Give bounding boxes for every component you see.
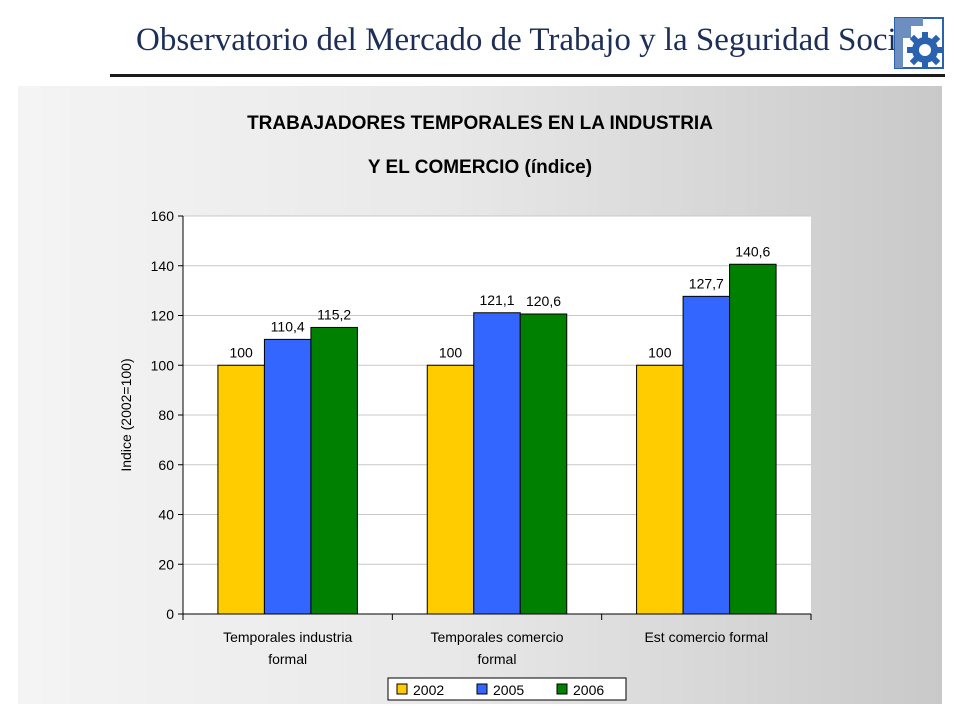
y-tick-label: 140	[151, 258, 175, 274]
legend-swatch	[556, 683, 568, 695]
y-axis-label: Indice (2002=100)	[118, 358, 134, 471]
data-label: 100	[648, 344, 672, 360]
legend-label: 2006	[573, 682, 604, 698]
data-label: 120,6	[526, 293, 561, 309]
legend-swatch	[396, 683, 408, 695]
x-category-label: formal	[268, 651, 307, 667]
y-tick-label: 20	[158, 556, 174, 572]
chart-title-line-2: Y EL COMERCIO (índice)	[367, 157, 593, 178]
y-tick-label: 100	[151, 357, 175, 373]
bar	[636, 364, 684, 615]
legend-swatch	[476, 683, 488, 695]
bar	[473, 312, 521, 615]
gear-logo-icon	[894, 17, 944, 69]
y-tick-label: 120	[151, 308, 175, 324]
data-label: 110,4	[271, 318, 305, 334]
x-category-label: Temporales comercio	[430, 629, 563, 645]
data-label: 100	[439, 344, 463, 360]
x-category-label: Temporales industria	[223, 629, 352, 645]
header-divider	[110, 74, 900, 77]
y-tick-label: 160	[151, 208, 175, 224]
data-label: 115,2	[317, 306, 351, 322]
x-category-label: formal	[478, 651, 517, 667]
chart-title-line-1: TRABAJADORES TEMPORALES EN LA INDUSTRIA	[247, 113, 713, 134]
bar	[682, 295, 731, 615]
legend-label: 2002	[413, 682, 444, 698]
data-label: 140,6	[735, 243, 770, 259]
y-tick-label: 0	[166, 606, 174, 622]
bar	[426, 364, 475, 615]
data-label: 100	[229, 344, 253, 360]
bar	[729, 263, 777, 615]
data-label: 127,7	[689, 275, 724, 291]
bar	[310, 326, 358, 615]
bar	[519, 313, 568, 615]
y-tick-label: 60	[158, 457, 174, 473]
data-label: 121,1	[479, 292, 514, 308]
header-title: Observatorio del Mercado de Trabajo y la…	[136, 22, 921, 58]
y-tick-label: 80	[158, 407, 174, 423]
bar	[263, 338, 312, 615]
bar	[217, 364, 265, 615]
y-tick-label: 40	[158, 507, 174, 523]
header-divider-right	[893, 74, 945, 77]
legend-label: 2005	[493, 682, 524, 698]
x-category-label: Est comercio formal	[644, 629, 768, 645]
